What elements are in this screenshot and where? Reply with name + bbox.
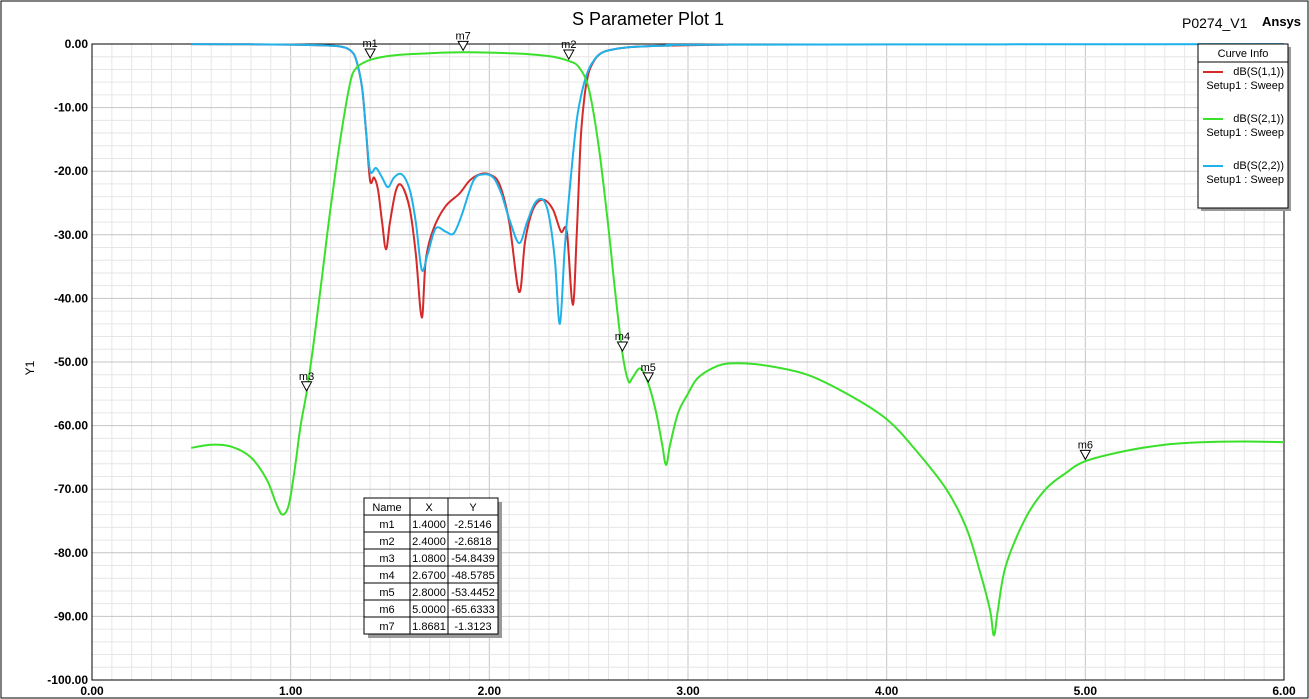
x-tick-label: 6.00 bbox=[1272, 684, 1296, 698]
legend-entry-name: dB(S(2,2)) bbox=[1233, 160, 1284, 172]
table-cell: m4 bbox=[379, 570, 394, 582]
y-tick-label: -80.00 bbox=[54, 546, 88, 560]
marker-m6[interactable]: m6 bbox=[1078, 439, 1093, 461]
y-tick-label: -50.00 bbox=[54, 355, 88, 369]
table-cell: 2.8000 bbox=[412, 587, 446, 599]
marker-label: m7 bbox=[455, 30, 470, 42]
marker-label: m3 bbox=[299, 371, 314, 383]
y-axis-label: Y1 bbox=[23, 360, 37, 375]
chart-title: S Parameter Plot 1 bbox=[572, 9, 724, 29]
y-tick-label: -30.00 bbox=[54, 228, 88, 242]
y-tick-label: -70.00 bbox=[54, 482, 88, 496]
table-cell: m1 bbox=[379, 519, 394, 531]
y-tick-label: -20.00 bbox=[54, 164, 88, 178]
axis-ticks: 0.00 1.00 2.00 3.00 4.00 5.00 6.00 0.00 -10.00 -2… bbox=[47, 37, 1296, 698]
y-tick-label: -90.00 bbox=[54, 609, 88, 623]
legend-entry-setup: Setup1 : Sweep bbox=[1206, 127, 1284, 139]
legend-title: Curve Info bbox=[1218, 48, 1269, 60]
table-cell: 2.4000 bbox=[412, 536, 446, 548]
marker-triangle-icon bbox=[1079, 449, 1092, 461]
x-tick-label: 0.00 bbox=[80, 684, 104, 698]
table-cell: -1.3123 bbox=[454, 621, 491, 633]
x-tick-label: 5.00 bbox=[1074, 684, 1098, 698]
table-cell: m2 bbox=[379, 536, 394, 548]
marker-m5[interactable]: m5 bbox=[641, 362, 656, 383]
table-cell: 1.8681 bbox=[412, 621, 446, 633]
table-cell: -2.6818 bbox=[454, 536, 491, 548]
series-lines bbox=[191, 43, 1285, 637]
marker-table: Name X Ym1 1.4000 -2.5146 m2 2.4000 -2.6818 m3 1.… bbox=[363, 497, 502, 638]
x-tick-label: 2.00 bbox=[478, 684, 502, 698]
marker-label: m4 bbox=[615, 331, 630, 343]
brand-label: Ansys bbox=[1262, 14, 1301, 29]
table-cell: -2.5146 bbox=[454, 519, 491, 531]
table-cell: m5 bbox=[379, 587, 394, 599]
marker-triangle-icon bbox=[642, 372, 655, 383]
marker-label: m2 bbox=[561, 39, 576, 51]
marker-label: m5 bbox=[641, 362, 656, 374]
marker-label: m6 bbox=[1078, 439, 1093, 451]
table-cell: m6 bbox=[379, 604, 394, 616]
table-cell: 1.0800 bbox=[412, 553, 446, 565]
marker-triangle-icon bbox=[300, 381, 313, 392]
legend: Curve Info dB(S(1,1)) Setup1 : Sweep dB(S(2… bbox=[1197, 43, 1291, 211]
marker-m7[interactable]: m7 bbox=[455, 30, 471, 52]
y-tick-label: -60.00 bbox=[54, 419, 88, 433]
marker-triangle-icon bbox=[562, 49, 575, 61]
marker-m1[interactable]: m1 bbox=[362, 38, 378, 60]
table-header-cell: Name bbox=[372, 502, 401, 514]
series-line-db-s-2-1 bbox=[191, 51, 1285, 637]
table-cell: -53.4452 bbox=[451, 587, 494, 599]
y-tick-label: 0.00 bbox=[65, 37, 89, 51]
table-cell: m7 bbox=[379, 621, 394, 633]
marker-m4[interactable]: m4 bbox=[615, 331, 630, 352]
series-line-db-s-2-2 bbox=[191, 43, 1285, 325]
table-cell: m3 bbox=[379, 553, 394, 565]
plot-grid bbox=[91, 43, 1285, 681]
table-header-cell: X bbox=[425, 502, 433, 514]
table-cell: 5.0000 bbox=[412, 604, 446, 616]
legend-entry-setup: Setup1 : Sweep bbox=[1206, 80, 1284, 92]
project-name: P0274_V1 bbox=[1182, 15, 1248, 31]
legend-entry-setup: Setup1 : Sweep bbox=[1206, 174, 1284, 186]
marker-triangle-icon bbox=[616, 341, 629, 352]
table-header-cell: Y bbox=[469, 502, 477, 514]
marker-m2[interactable]: m2 bbox=[561, 39, 576, 61]
table-cell: -65.6333 bbox=[451, 604, 494, 616]
x-tick-label: 4.00 bbox=[875, 684, 899, 698]
marker-triangle-icon bbox=[457, 40, 469, 52]
y-tick-label: -100.00 bbox=[47, 673, 88, 687]
table-cell: -48.5785 bbox=[451, 570, 494, 582]
legend-entry-name: dB(S(1,1)) bbox=[1233, 66, 1284, 78]
x-tick-label: 1.00 bbox=[279, 684, 303, 698]
markers: m1 m2 m3 m4 m5 m6 m7 bbox=[299, 30, 1093, 461]
marker-label: m1 bbox=[362, 38, 377, 50]
marker-triangle-icon bbox=[364, 48, 376, 60]
table-cell: 2.6700 bbox=[412, 570, 446, 582]
legend-entry-name: dB(S(2,1)) bbox=[1233, 113, 1284, 125]
y-tick-label: -10.00 bbox=[54, 101, 88, 115]
x-tick-label: 3.00 bbox=[676, 684, 700, 698]
marker-m3[interactable]: m3 bbox=[299, 371, 314, 392]
y-tick-label: -40.00 bbox=[54, 291, 88, 305]
table-cell: -54.8439 bbox=[451, 553, 494, 565]
table-cell: 1.4000 bbox=[412, 519, 446, 531]
